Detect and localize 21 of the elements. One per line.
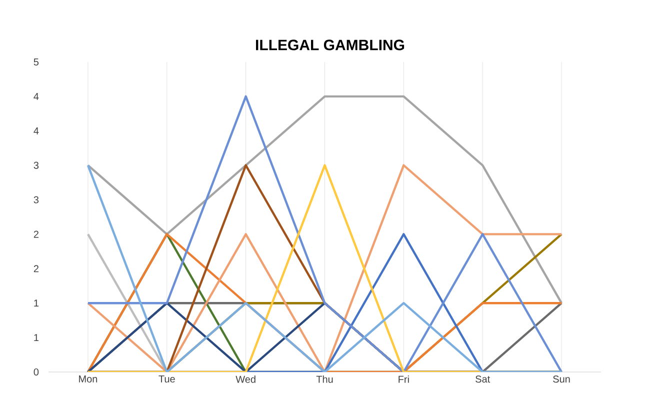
chart-title: ILLEGAL GAMBLING: [256, 40, 404, 50]
x-tick-label: Thu: [316, 376, 333, 383]
y-tick-label: 1: [34, 300, 38, 307]
y-tick-label: 3: [34, 196, 39, 204]
line-series: [86, 95, 563, 304]
line-series: [86, 95, 563, 372]
line-series: [86, 164, 563, 372]
x-tick-label: Sat: [476, 376, 490, 383]
y-tick-label: 3: [34, 162, 39, 169]
x-tick-label: Sun: [553, 376, 570, 383]
y-tick-label: 0: [34, 368, 39, 376]
x-tick-label: Mon: [79, 376, 98, 382]
y-tick-label: 5: [34, 58, 39, 66]
y-tick-label: 2: [34, 230, 38, 238]
y-tick-label: 2: [34, 265, 38, 272]
x-tick-label: Wed: [236, 376, 256, 383]
y-tick-label: 1: [34, 334, 38, 341]
x-tick-label: Tue: [158, 376, 175, 382]
y-tick-label: 4: [34, 127, 39, 134]
y-tick-label: 4: [34, 92, 39, 100]
x-tick-label: Fri: [398, 376, 409, 383]
